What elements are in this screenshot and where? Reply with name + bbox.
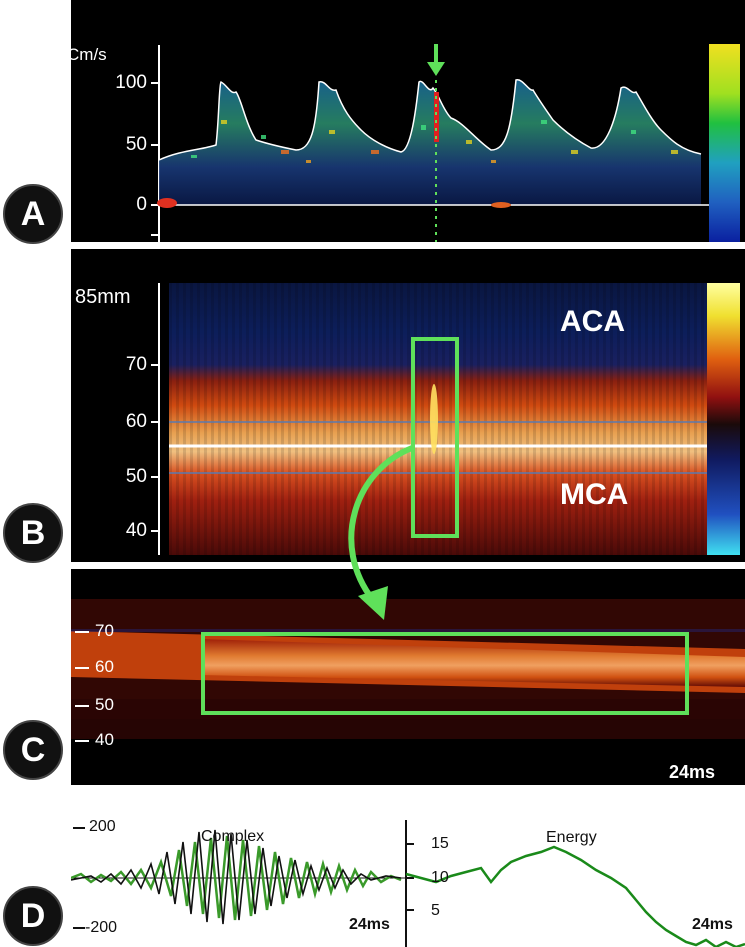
complex-duration: 24ms xyxy=(349,916,390,933)
panel-d-signal-analysis: 200 -200 Complex 24ms 15 10 5 Energy 24m… xyxy=(71,790,745,947)
energy-tick-15: 15 xyxy=(431,835,449,852)
velocity-color-scale xyxy=(709,44,740,242)
panel-c-duration: 24ms xyxy=(669,762,716,782)
panel-b-tick-70: 70 xyxy=(125,354,147,375)
panel-b-power-mmode xyxy=(151,283,740,555)
label-aca: ACA xyxy=(560,305,625,338)
embolus-highlight-box xyxy=(411,337,459,538)
panel-c-zoomed-mmode: 70 60 50 40 24ms xyxy=(71,569,745,785)
complex-tick-neg200: -200 xyxy=(85,919,118,936)
panel-a-tick-50: 50 xyxy=(125,134,147,155)
arrow-down-icon xyxy=(427,44,445,76)
embolus-track xyxy=(201,639,745,687)
embolic-signal-spike xyxy=(434,92,439,142)
panel-c-tick-60: 60 xyxy=(95,657,114,676)
panel-d-traces xyxy=(71,820,745,947)
panel-b-tick-50: 50 xyxy=(125,466,147,487)
panel-b-mmode: 85mm 70 60 50 40 ACA MCA xyxy=(71,249,745,562)
complex-trace-green xyxy=(71,835,402,921)
doppler-speckle xyxy=(191,120,678,163)
energy-duration: 24ms xyxy=(692,916,733,933)
panel-c-tick-50: 50 xyxy=(95,695,114,714)
panel-b-tick-40: 40 xyxy=(125,520,147,541)
panel-a-spectrum xyxy=(151,44,740,242)
complex-title: Complex xyxy=(201,828,265,845)
panel-label-a: A xyxy=(3,184,63,244)
panel-c-track xyxy=(71,599,745,742)
panel-a-unit: Cm/s xyxy=(71,45,107,64)
panel-a-tick-100: 100 xyxy=(115,72,147,93)
track-highlight-box xyxy=(201,632,689,715)
energy-title: Energy xyxy=(546,829,597,846)
complex-tick-200: 200 xyxy=(89,818,116,835)
panel-b-tick-60: 60 xyxy=(125,411,147,432)
energy-tick-10: 10 xyxy=(431,869,449,886)
panel-label-d: D xyxy=(3,886,63,946)
panel-label-c: C xyxy=(3,720,63,780)
label-mca: MCA xyxy=(560,478,629,511)
panel-c-tick-40: 40 xyxy=(95,730,114,749)
power-color-scale xyxy=(707,283,740,555)
panel-a-spectral-doppler: Cm/s 100 50 0 xyxy=(71,0,745,242)
energy-tick-5: 5 xyxy=(431,902,440,919)
embolus-streak xyxy=(430,384,438,454)
complex-trace-black xyxy=(71,829,402,925)
panel-a-tick-0: 0 xyxy=(136,194,147,215)
panel-c-tick-70: 70 xyxy=(95,621,114,640)
panel-b-unit: 85mm xyxy=(75,286,131,308)
panel-label-b: B xyxy=(3,503,63,563)
energy-curve xyxy=(405,845,745,947)
